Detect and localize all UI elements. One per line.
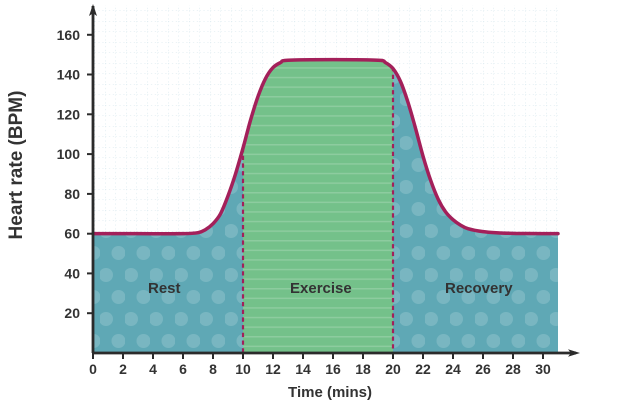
svg-text:160: 160 — [57, 27, 81, 43]
svg-text:24: 24 — [445, 361, 461, 377]
svg-text:0: 0 — [89, 361, 97, 377]
svg-text:2: 2 — [119, 361, 127, 377]
svg-text:10: 10 — [235, 361, 251, 377]
svg-text:Heart rate (BPM): Heart rate (BPM) — [6, 91, 27, 240]
svg-text:22: 22 — [415, 361, 431, 377]
svg-text:80: 80 — [64, 186, 80, 202]
svg-text:20: 20 — [64, 305, 80, 321]
svg-text:20: 20 — [385, 361, 401, 377]
svg-text:100: 100 — [57, 146, 81, 162]
svg-text:14: 14 — [295, 361, 311, 377]
svg-text:18: 18 — [355, 361, 371, 377]
svg-text:40: 40 — [64, 265, 80, 281]
svg-text:16: 16 — [325, 361, 341, 377]
svg-text:12: 12 — [265, 361, 281, 377]
svg-text:Time (mins): Time (mins) — [288, 384, 372, 401]
svg-text:140: 140 — [57, 67, 81, 83]
svg-text:26: 26 — [475, 361, 491, 377]
svg-text:8: 8 — [209, 361, 217, 377]
svg-text:120: 120 — [57, 106, 81, 122]
svg-text:6: 6 — [179, 361, 187, 377]
svg-text:4: 4 — [149, 361, 157, 377]
svg-text:28: 28 — [505, 361, 521, 377]
svg-text:30: 30 — [535, 361, 551, 377]
svg-text:60: 60 — [64, 226, 80, 242]
